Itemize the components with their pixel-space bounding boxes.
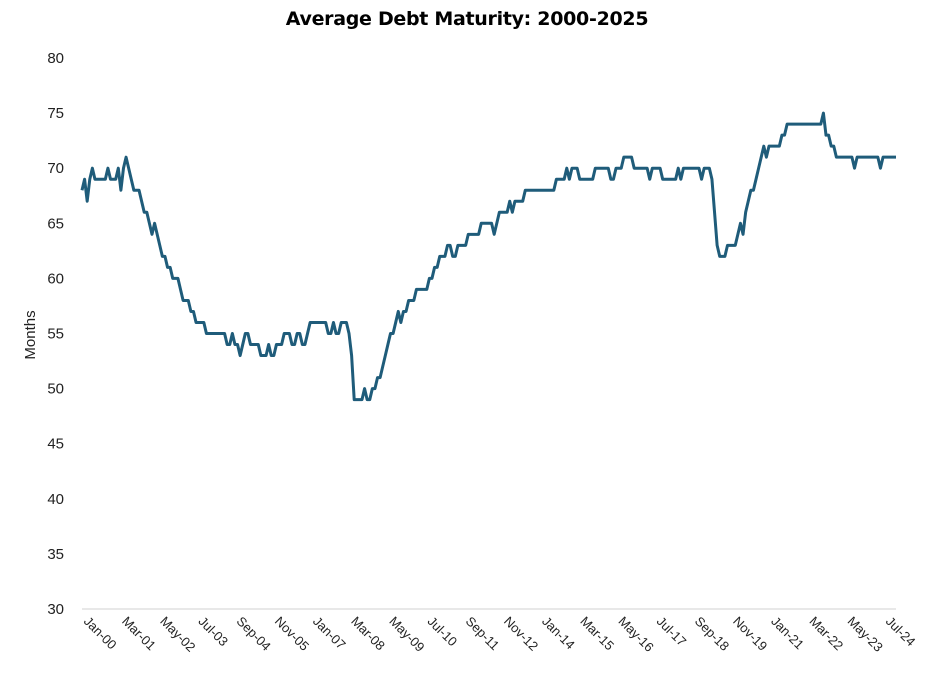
x-tick-label: Mar-01 [119,614,159,654]
y-tick-label: 55 [47,326,64,343]
x-tick-label: May-02 [157,614,198,655]
x-tick-label: May-09 [386,614,427,655]
x-tick-label: Jan-07 [310,614,349,653]
y-tick-label: 65 [47,215,64,232]
x-tick-label: Jul-24 [883,614,919,650]
y-tick-label: 40 [47,491,64,508]
series-group [80,111,896,402]
x-tick-label: Mar-22 [806,614,846,654]
y-tick-label: 30 [47,601,64,618]
y-tick-label: 35 [47,546,64,563]
x-tick-label: May-23 [845,614,886,655]
y-axis-ticks: 30 35 40 45 50 55 60 65 70 75 80 [47,50,64,618]
x-tick-label: Sep-18 [692,614,732,654]
x-tick-label: Mar-08 [348,614,388,654]
x-tick-label: Jan-14 [539,614,578,653]
x-tick-label: Jul-03 [195,614,231,650]
series-line [80,111,896,402]
x-tick-label: Jan-21 [768,614,807,653]
y-tick-label: 75 [47,105,64,122]
y-tick-label: 45 [47,436,64,453]
y-axis-label: Months [22,310,39,359]
chart-title: Average Debt Maturity: 2000-2025 [285,8,649,30]
x-tick-label: Jul-10 [425,614,461,650]
y-tick-label: 60 [47,270,64,287]
y-tick-label: 80 [47,50,64,67]
y-tick-label: 50 [47,381,64,398]
y-tick-label: 70 [47,160,64,177]
x-tick-label: Mar-15 [577,614,617,654]
x-tick-label: Nov-12 [501,614,541,654]
x-tick-label: May-16 [616,614,657,655]
x-tick-label: Sep-04 [234,614,274,654]
x-tick-label: Jan-00 [81,614,120,653]
x-tick-label: Nov-05 [272,614,312,654]
x-tick-label: Sep-11 [463,614,503,654]
x-tick-label: Jul-17 [654,614,690,650]
x-tick-label: Nov-19 [730,614,770,654]
